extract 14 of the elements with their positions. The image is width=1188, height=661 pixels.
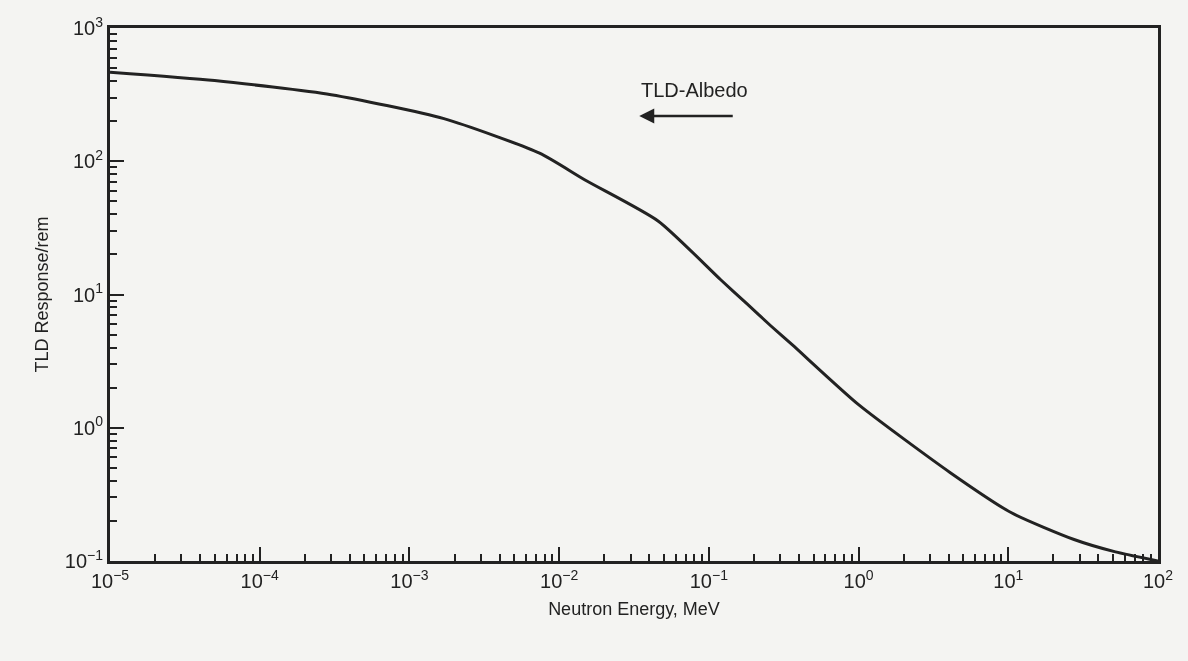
y-tick-label: 10$^{1}$ (72, 280, 104, 306)
y-axis-title: TLD Response/rem (31, 216, 52, 373)
y-tick-label: 10$^{2}$ (72, 146, 104, 173)
y-tick-label: 10$^{0}$ (72, 413, 104, 439)
x-tick-label: 10$^{−2}$ (540, 566, 579, 592)
annotation: TLD-Albedo (641, 79, 748, 101)
x-tick-label: 10$^{−3}$ (390, 566, 429, 592)
x-tick-label: 10$^{1}$ (993, 566, 1024, 592)
x-tick-label: 10$^{2}$ (1142, 566, 1174, 592)
x-tick-label: 10$^{0}$ (843, 566, 874, 592)
x-tick-label: 10$^{−4}$ (240, 566, 280, 592)
x-axis-title: Neutron Energy, MeV (548, 599, 720, 620)
y-tick-label: 10$^{3}$ (72, 13, 104, 39)
x-tick-label: 10$^{−1}$ (689, 566, 729, 592)
